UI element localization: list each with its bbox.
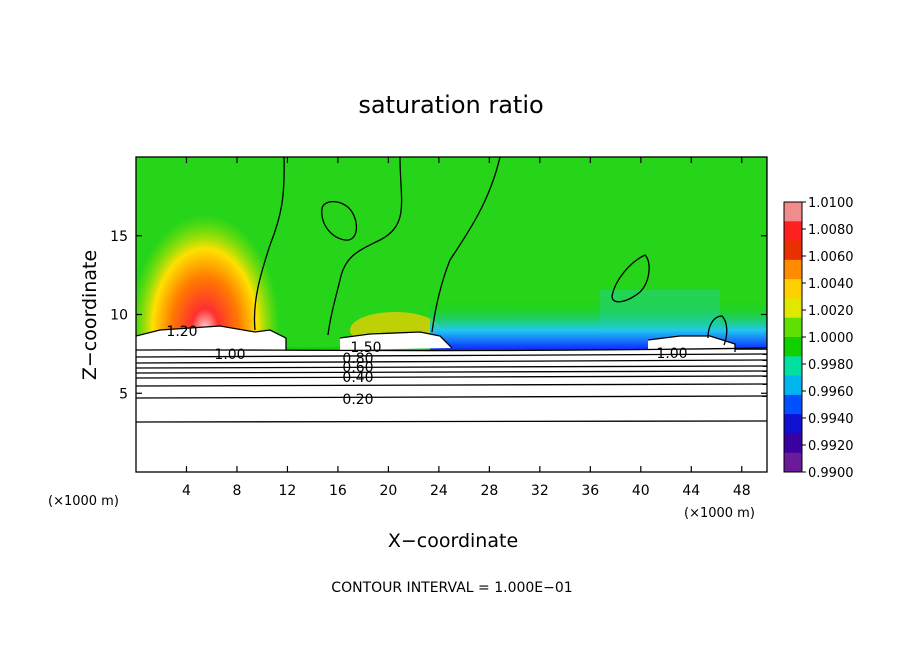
colorbar-swatch — [784, 356, 802, 377]
x-tick-label: 40 — [632, 483, 650, 499]
colorbar-tick-label: 1.0060 — [808, 250, 854, 265]
chart-title: saturation ratio — [358, 91, 543, 119]
contour-label: 0.80 — [342, 351, 373, 367]
colorbar-swatch — [784, 433, 802, 454]
y-tick-label: 15 — [110, 229, 128, 245]
colorbar-swatch — [784, 317, 802, 338]
contour-labels: 1.20 1.00 1.00 1.50 0.80 0.60 0.40 0.20 — [166, 324, 687, 408]
colorbar-tick-label: 1.0020 — [808, 304, 854, 319]
contour-label: 1.50 — [350, 340, 381, 356]
colorbar-swatch — [784, 202, 802, 222]
colorbar-swatch — [784, 259, 802, 280]
field-lower-region — [136, 350, 767, 472]
x-tick-label: 16 — [329, 483, 347, 499]
plot-area: 1.20 1.00 1.00 1.50 0.80 0.60 0.40 0.20 — [136, 157, 767, 472]
x-tick-label: 32 — [531, 483, 549, 499]
contour-label: 0.20 — [342, 392, 373, 408]
colorbar-swatch — [784, 221, 802, 242]
x-tick-label: 36 — [581, 483, 599, 499]
colorbar-swatch — [784, 375, 802, 396]
colorbar-tick-label: 0.9900 — [808, 466, 854, 481]
colorbar-tick-label: 0.9980 — [808, 358, 854, 373]
y-axis-title: Z−coordinate — [79, 250, 101, 380]
y-tick-label: 10 — [110, 308, 128, 324]
contour-interval-note: CONTOUR INTERVAL = 1.000E−01 — [331, 580, 572, 596]
x-axis: 4 8 12 16 20 24 28 32 36 40 44 48 — [182, 157, 751, 499]
contour-label: 1.00 — [214, 347, 245, 363]
x-tick-label: 44 — [682, 483, 700, 499]
y-tick-label: 5 — [119, 386, 128, 402]
contour-label: 0.40 — [342, 370, 373, 386]
colorbar-tick-label: 0.9920 — [808, 439, 854, 454]
x-tick-label: 24 — [430, 483, 448, 499]
colorbar-swatch — [784, 240, 802, 261]
colorbar-tick-label: 0.9940 — [808, 412, 854, 427]
colorbar-tick-label: 1.0040 — [808, 277, 854, 292]
colorbar: 1.0100 1.0080 1.0060 1.0040 1.0020 1.0000 0.99… — [783, 196, 854, 481]
colorbar-swatch — [784, 452, 802, 473]
x-tick-label: 4 — [182, 483, 191, 499]
cloud-region-right — [648, 336, 735, 352]
y-axis: 5 10 15 — [110, 229, 767, 402]
colorbar-swatch — [784, 414, 802, 434]
contour-label: 0.60 — [342, 360, 373, 376]
x-axis-title: X−coordinate — [388, 530, 518, 552]
cloud-region-center — [340, 332, 452, 350]
x-tick-label: 8 — [232, 483, 241, 499]
colorbar-swatch — [784, 337, 802, 357]
x-unit-left: (×1000 m) — [48, 494, 119, 509]
colorbar-swatch — [784, 279, 802, 299]
x-tick-label: 20 — [379, 483, 397, 499]
x-tick-label: 28 — [480, 483, 498, 499]
colorbar-tick-label: 1.0000 — [808, 331, 854, 346]
colorbar-swatch — [784, 394, 802, 415]
x-tick-label: 48 — [733, 483, 751, 499]
field-light-blue-band — [600, 290, 720, 330]
x-unit-right: (×1000 m) — [684, 506, 755, 521]
contour-label: 1.20 — [166, 324, 197, 340]
x-tick-label: 12 — [279, 483, 297, 499]
cloud-region-left — [136, 326, 286, 350]
colorbar-tick-label: 1.0080 — [808, 223, 854, 238]
colorbar-tick-label: 0.9960 — [808, 385, 854, 400]
colorbar-swatch — [784, 298, 802, 319]
contour-label: 1.00 — [656, 346, 687, 362]
contour-lines — [136, 157, 767, 423]
colorbar-tick-label: 1.0100 — [808, 196, 854, 211]
